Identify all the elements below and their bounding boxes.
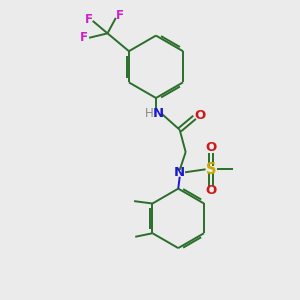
Text: N: N	[174, 166, 185, 179]
Text: S: S	[206, 162, 216, 177]
Text: F: F	[85, 13, 93, 26]
Text: O: O	[205, 141, 217, 154]
Text: F: F	[116, 9, 123, 22]
Text: O: O	[194, 109, 205, 122]
Text: O: O	[205, 184, 217, 197]
Text: F: F	[80, 31, 88, 44]
Text: N: N	[153, 107, 164, 120]
Text: H: H	[145, 107, 154, 120]
